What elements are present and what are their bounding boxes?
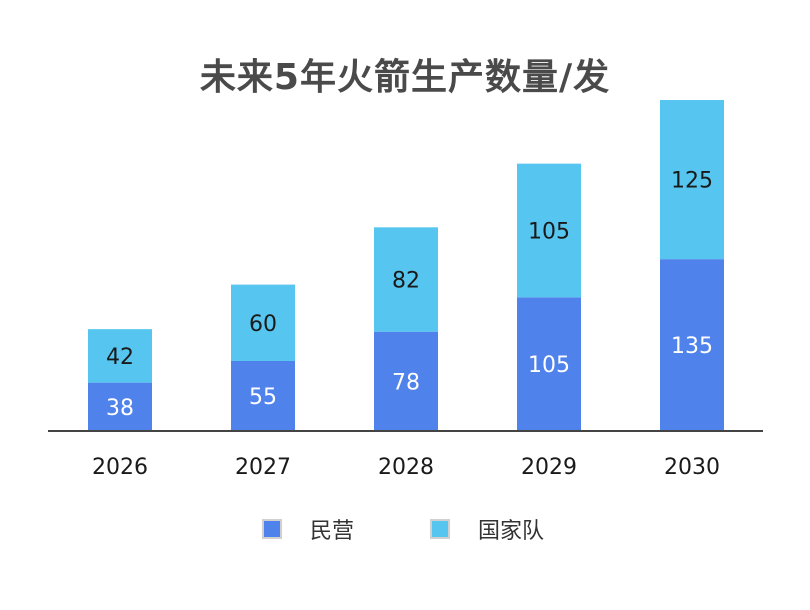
data-label-national-team-2028: 82 (392, 269, 420, 294)
bar-private-2028 (374, 331, 438, 431)
data-label-national-team-2026: 42 (106, 345, 134, 370)
bar-private-2027 (231, 360, 295, 431)
legend-label-national-team: 国家队 (478, 519, 545, 544)
chart-title: 未来5年火箭生产数量/发 (199, 57, 611, 98)
data-label-private-2026: 38 (106, 396, 134, 421)
x-tick-label-2029: 2029 (521, 455, 577, 480)
bar-national-team-2030 (660, 100, 724, 260)
bar-national-team-2029 (517, 163, 581, 298)
data-label-private-2028: 78 (392, 370, 420, 395)
data-label-private-2030: 135 (671, 334, 713, 359)
legend-swatch-private (262, 519, 282, 539)
bar-private-2029 (517, 297, 581, 431)
data-label-private-2027: 55 (249, 385, 277, 410)
bar-private-2030 (660, 259, 724, 431)
bar-private-2026 (88, 382, 152, 431)
data-label-national-team-2030: 125 (671, 169, 713, 194)
x-tick-label-2027: 2027 (235, 455, 291, 480)
bar-national-team-2026 (88, 329, 152, 383)
legend-swatch-national-team (430, 519, 450, 539)
data-label-national-team-2029: 105 (528, 219, 570, 244)
x-tick-label-2030: 2030 (664, 455, 720, 480)
bar-national-team-2027 (231, 284, 295, 361)
legend-label-private: 民营 (310, 519, 355, 544)
x-tick-label-2028: 2028 (378, 455, 434, 480)
x-tick-label-2026: 2026 (92, 455, 148, 480)
legend: 民营 国家队 (0, 512, 810, 546)
legend-item-national-team: 国家队 (430, 512, 544, 546)
legend-item-private: 民营 (262, 512, 354, 546)
data-label-national-team-2027: 60 (249, 312, 277, 337)
data-label-private-2029: 105 (528, 353, 570, 378)
bar-national-team-2028 (374, 227, 438, 332)
